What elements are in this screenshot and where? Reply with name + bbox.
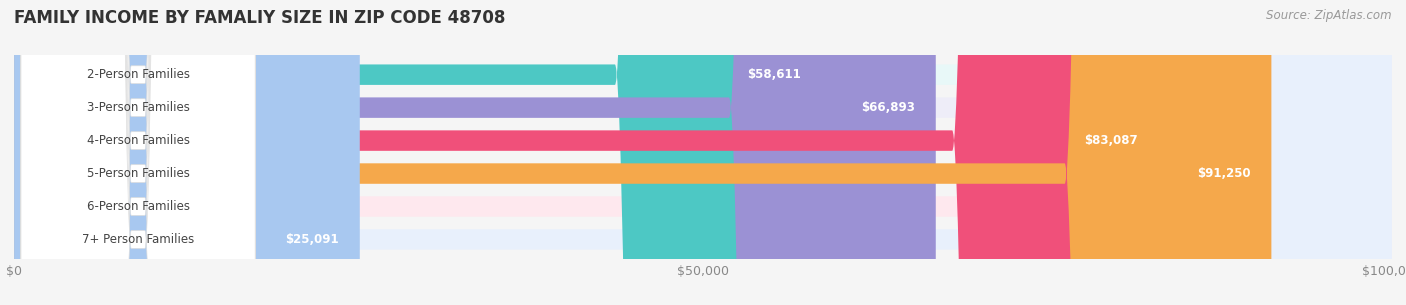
Text: 6-Person Families: 6-Person Families bbox=[87, 200, 190, 213]
Text: $25,091: $25,091 bbox=[285, 233, 339, 246]
FancyBboxPatch shape bbox=[14, 0, 1392, 305]
Text: $58,611: $58,611 bbox=[747, 68, 801, 81]
Text: $91,250: $91,250 bbox=[1197, 167, 1251, 180]
FancyBboxPatch shape bbox=[14, 0, 1392, 305]
FancyBboxPatch shape bbox=[21, 0, 256, 305]
Text: 4-Person Families: 4-Person Families bbox=[87, 134, 190, 147]
FancyBboxPatch shape bbox=[14, 0, 1392, 305]
FancyBboxPatch shape bbox=[14, 0, 1392, 305]
FancyBboxPatch shape bbox=[21, 0, 256, 305]
FancyBboxPatch shape bbox=[14, 0, 821, 305]
FancyBboxPatch shape bbox=[14, 0, 1159, 305]
FancyBboxPatch shape bbox=[21, 0, 256, 305]
Text: 3-Person Families: 3-Person Families bbox=[87, 101, 190, 114]
Text: Source: ZipAtlas.com: Source: ZipAtlas.com bbox=[1267, 9, 1392, 22]
FancyBboxPatch shape bbox=[14, 0, 1271, 305]
FancyBboxPatch shape bbox=[14, 0, 1392, 305]
Text: $66,893: $66,893 bbox=[862, 101, 915, 114]
Text: 5-Person Families: 5-Person Families bbox=[87, 167, 190, 180]
Text: FAMILY INCOME BY FAMALIY SIZE IN ZIP CODE 48708: FAMILY INCOME BY FAMALIY SIZE IN ZIP COD… bbox=[14, 9, 505, 27]
Text: $83,087: $83,087 bbox=[1084, 134, 1139, 147]
FancyBboxPatch shape bbox=[14, 0, 1392, 305]
FancyBboxPatch shape bbox=[14, 0, 936, 305]
Text: 7+ Person Families: 7+ Person Families bbox=[82, 233, 194, 246]
Text: $0: $0 bbox=[35, 200, 51, 213]
Text: 2-Person Families: 2-Person Families bbox=[87, 68, 190, 81]
FancyBboxPatch shape bbox=[14, 0, 360, 305]
FancyBboxPatch shape bbox=[21, 0, 256, 305]
FancyBboxPatch shape bbox=[21, 0, 256, 305]
FancyBboxPatch shape bbox=[21, 0, 256, 305]
